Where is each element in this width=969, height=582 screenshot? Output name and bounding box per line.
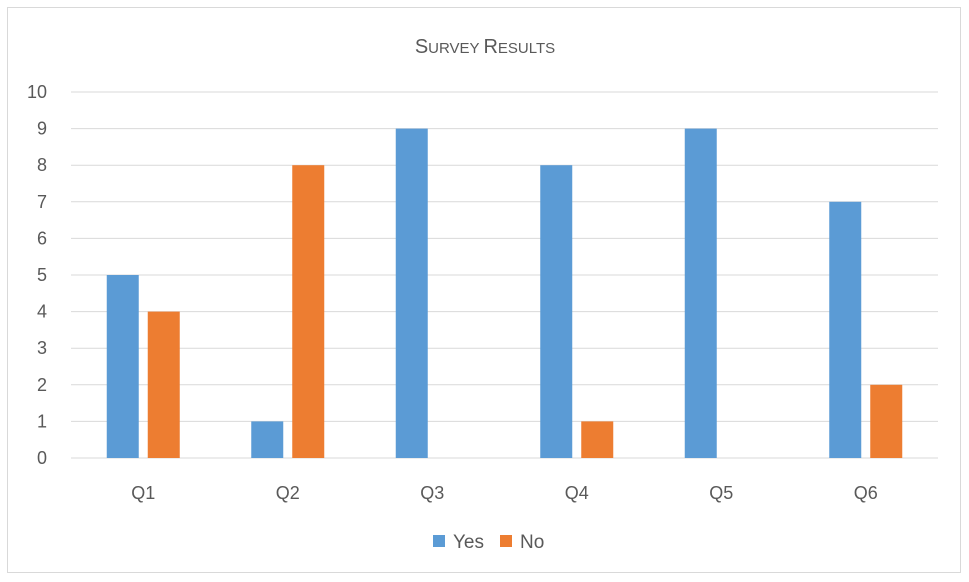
chart-title-second-initial: R [483,36,497,58]
legend-swatch-yes [433,535,445,547]
y-tick-label: 1 [37,411,47,431]
bar-no-q6 [870,384,903,458]
y-axis-tick-labels: 0 1 2 3 4 5 6 7 8 9 10 [27,82,47,468]
y-tick-label: 9 [37,119,47,139]
legend-label-yes: Yes [453,532,484,553]
bar-yes-q4 [540,165,573,458]
y-tick-label: 7 [37,192,47,212]
y-tick-label: 6 [37,228,47,248]
x-tick-label: Q3 [420,483,444,503]
x-tick-label: Q5 [709,483,733,503]
chart-frame [7,7,961,573]
chart-title-first-initial: S [415,36,428,58]
legend: Yes No [433,532,544,553]
bar-no-q4 [581,421,614,458]
y-tick-label: 8 [37,155,47,175]
chart-title-second-rest: ESULTS [498,40,555,57]
chart-title-first-rest: URVEY [428,40,479,57]
x-tick-label: Q2 [276,483,300,503]
y-tick-label: 2 [37,375,47,395]
gridlines [71,91,938,459]
bar-no-q2 [292,165,325,458]
bar-no-q1 [147,311,180,458]
y-tick-label: 5 [37,265,47,285]
chart-title: SURVEY RESULTS [415,36,555,58]
y-tick-label: 10 [27,82,47,102]
bar-yes-q5 [684,128,717,458]
bars [106,128,903,459]
y-tick-label: 4 [37,302,47,322]
bar-yes-q2 [251,421,284,458]
y-tick-label: 0 [37,448,47,468]
bar-yes-q6 [829,201,862,459]
legend-label-no: No [520,532,544,553]
bar-yes-q3 [395,128,428,458]
legend-swatch-no [500,535,512,547]
bar-yes-q1 [106,275,139,458]
x-tick-label: Q6 [854,483,878,503]
x-tick-label: Q1 [131,483,155,503]
y-tick-label: 3 [37,338,47,358]
x-axis-tick-labels: Q1 Q2 Q3 Q4 Q5 Q6 [131,483,878,503]
x-tick-label: Q4 [565,483,589,503]
